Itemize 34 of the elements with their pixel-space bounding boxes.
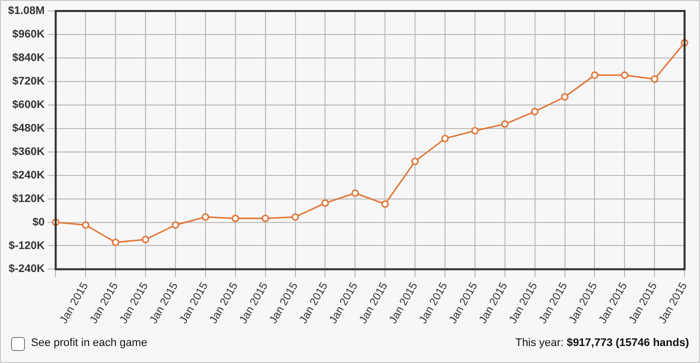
point — [501, 120, 509, 128]
y-tick-label: $-120K — [8, 240, 45, 252]
point — [411, 158, 419, 166]
point — [531, 108, 539, 116]
y-tick-label: $720K — [12, 75, 45, 88]
point — [381, 200, 389, 208]
point — [471, 126, 479, 134]
point — [262, 214, 270, 222]
y-tick-label: $0 — [32, 216, 45, 228]
y-tick-label: $600K — [12, 98, 45, 111]
text: See profit in each game — [31, 337, 148, 349]
point — [321, 199, 329, 207]
point — [172, 221, 180, 229]
point — [82, 221, 90, 229]
point — [142, 236, 150, 244]
y-tick-label: $840K — [12, 52, 45, 64]
point — [561, 93, 569, 101]
point — [441, 134, 449, 142]
point — [202, 213, 210, 221]
y-tick-label: $1.08M — [8, 5, 45, 18]
y-tick-label: $480K — [12, 122, 45, 134]
text: This year: $917,773 (15746 hands) — [515, 337, 689, 349]
point — [232, 214, 240, 222]
point — [112, 238, 120, 246]
point — [650, 75, 658, 83]
y-tick-label: $240K — [12, 169, 45, 182]
point — [590, 71, 598, 79]
y-tick-label: $360K — [12, 146, 45, 158]
y-tick-label: $960K — [12, 28, 45, 41]
point — [351, 189, 359, 197]
y-tick-label: $120K — [12, 192, 45, 205]
y-tick-label: $-240K — [8, 263, 45, 276]
point — [292, 213, 300, 221]
point — [620, 71, 628, 79]
